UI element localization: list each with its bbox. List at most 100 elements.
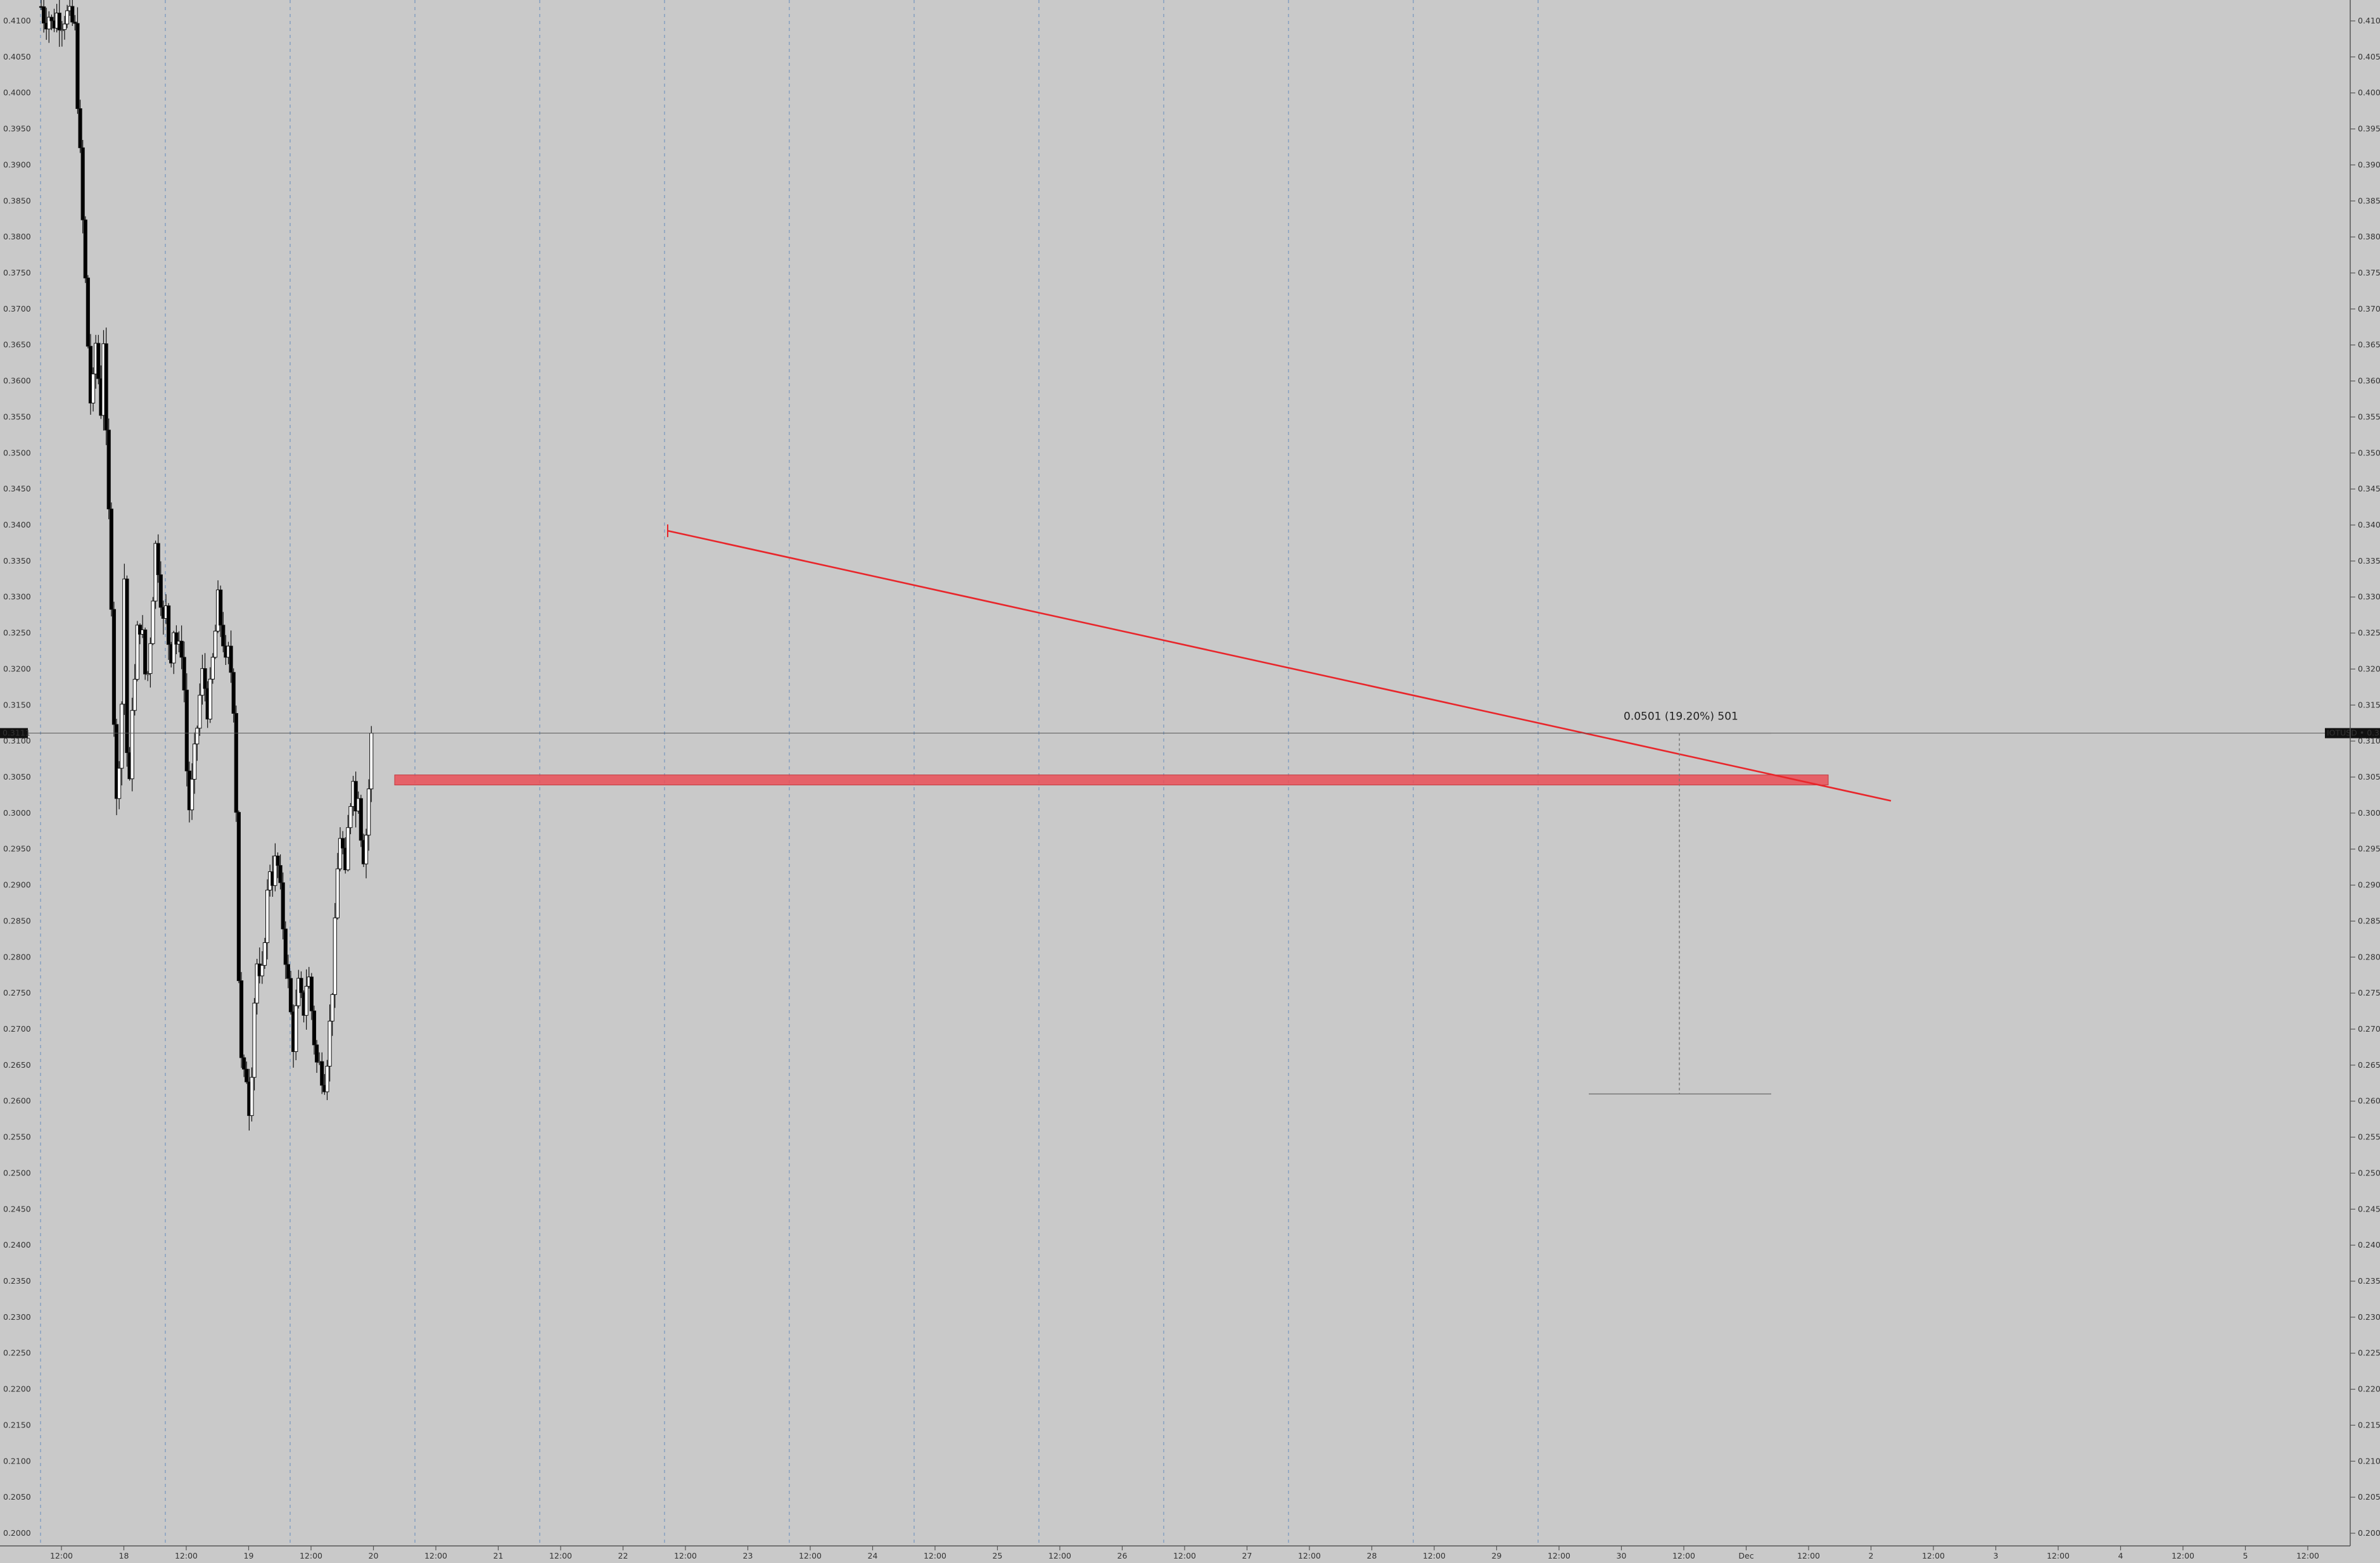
y-tick-label-left: 0.3850 — [3, 196, 31, 205]
y-tick-label: 0.3100 — [2358, 736, 2380, 745]
candle-down — [70, 6, 75, 23]
x-tick-label: 12:00 — [50, 1551, 73, 1560]
x-tick-label: 21 — [493, 1551, 504, 1560]
x-tick-label: 22 — [618, 1551, 628, 1560]
y-tick-label-left: 0.3800 — [3, 232, 31, 241]
y-tick-label: 0.2650 — [2358, 1060, 2380, 1070]
candle-up — [367, 788, 371, 836]
y-tick-label-left: 0.3700 — [3, 304, 31, 313]
y-tick-label-left: 0.2350 — [3, 1276, 31, 1286]
candle-down — [42, 6, 46, 24]
candle-series — [39, 0, 374, 1131]
y-tick-label-left: 0.3350 — [3, 556, 31, 566]
candle-down — [167, 605, 171, 645]
y-tick-label: 0.2850 — [2358, 916, 2380, 925]
candle-down — [320, 1061, 324, 1086]
y-tick-label: 0.4000 — [2358, 88, 2380, 98]
candle-up — [172, 632, 176, 664]
candle-down — [242, 1057, 246, 1070]
x-tick-label: 12:00 — [1548, 1551, 1570, 1560]
x-tick-label: 24 — [868, 1551, 878, 1560]
candle-down — [245, 1068, 249, 1082]
y-tick-label-left: 0.2000 — [3, 1528, 31, 1538]
candle-down — [314, 1044, 319, 1063]
y-tick-label: 0.3750 — [2358, 268, 2380, 277]
x-tick-label: 12:00 — [1672, 1551, 1695, 1560]
y-tick-label-left: 0.4100 — [3, 16, 31, 25]
candle-up — [130, 710, 134, 780]
y-tick-label-left: 0.3600 — [3, 376, 31, 386]
measure-label: 0.0501 (19.20%) 501 — [1624, 711, 1738, 723]
x-tick-label: 12:00 — [2047, 1551, 2070, 1560]
y-tick-label-left: 0.3650 — [3, 340, 31, 350]
candle-down — [203, 668, 207, 689]
candle-up — [338, 838, 343, 870]
candle-down — [143, 630, 148, 674]
y-tick-label: 0.2400 — [2358, 1240, 2380, 1250]
y-tick-label: 0.3650 — [2358, 340, 2380, 350]
x-tick-label: 19 — [244, 1551, 254, 1560]
candle-down — [359, 798, 363, 841]
y-tick-label: 0.4050 — [2358, 52, 2380, 61]
candle-up — [47, 16, 51, 30]
y-tick-label: 0.3450 — [2358, 484, 2380, 493]
y-tick-label: 0.3700 — [2358, 304, 2380, 313]
candle-up — [252, 1003, 257, 1078]
y-tick-label: 0.2550 — [2358, 1132, 2380, 1142]
candle-up — [65, 10, 70, 25]
candle-up — [198, 695, 202, 729]
y-tick-label: 0.2600 — [2358, 1096, 2380, 1106]
support-zone[interactable] — [394, 775, 1829, 786]
y-tick-label: 0.2950 — [2358, 844, 2380, 854]
candle-down — [219, 589, 223, 626]
candle-down — [179, 640, 184, 658]
candle-up — [189, 778, 194, 811]
y-tick-label-left: 0.2450 — [3, 1204, 31, 1213]
candle-up — [304, 985, 309, 1016]
y-tick-label-left: 0.2150 — [3, 1420, 31, 1429]
descending-trendline[interactable] — [667, 529, 1892, 802]
candle-up — [193, 744, 197, 780]
candle-up — [250, 1077, 254, 1117]
candle-down — [229, 645, 233, 673]
y-tick-label-left: 0.2650 — [3, 1060, 31, 1070]
y-tick-label: 0.3350 — [2358, 556, 2380, 566]
measure-tool[interactable]: 0.0501 (19.20%) 501 — [1589, 711, 1771, 1095]
y-tick-label-left: 0.3750 — [3, 268, 31, 277]
y-tick-label: 0.2100 — [2358, 1456, 2380, 1465]
candle-up — [60, 29, 64, 31]
candle-down — [83, 219, 87, 279]
x-tick-label: 12:00 — [2296, 1551, 2319, 1560]
candle-down — [125, 578, 129, 753]
y-tick-label: 0.2750 — [2358, 988, 2380, 997]
y-tick-label: 0.3800 — [2358, 232, 2380, 241]
y-tick-label: 0.3600 — [2358, 376, 2380, 386]
x-tick-label: 12:00 — [924, 1551, 946, 1560]
y-tick-label: 0.3000 — [2358, 808, 2380, 818]
candle-down — [312, 1010, 317, 1046]
x-tick-label: 26 — [1117, 1551, 1128, 1560]
price-tag-left — [0, 728, 28, 738]
y-tick-label: 0.3300 — [2358, 592, 2380, 602]
candle-down — [309, 977, 314, 1011]
candle-down — [283, 928, 288, 965]
y-tick-label: 0.2450 — [2358, 1204, 2380, 1213]
candle-up — [117, 768, 122, 799]
candle-down — [236, 812, 241, 982]
y-tick-label-left: 0.2900 — [3, 880, 31, 890]
y-tick-label: 0.2300 — [2358, 1312, 2380, 1322]
price-tag-right — [2325, 728, 2380, 738]
candle-up — [294, 1005, 298, 1053]
y-tick-label: 0.3400 — [2358, 520, 2380, 529]
y-tick-label-left: 0.2750 — [3, 988, 31, 997]
y-tick-label-left: 0.2200 — [3, 1384, 31, 1394]
x-axis[interactable]: 12:00 18 12:00 19 12:00 20 12:00 21 12:00 22 12:00… — [0, 1545, 2350, 1560]
x-tick-label: 20 — [369, 1551, 379, 1560]
x-tick-label: 28 — [1367, 1551, 1377, 1560]
candle-up — [333, 917, 337, 995]
x-tick-label: 12:00 — [799, 1551, 822, 1560]
y-axis[interactable]: 0.4100 0.4100 0.4050 0.4050 0.4000 0.4000 0.39… — [3, 0, 2380, 1546]
candle-down — [96, 343, 101, 379]
y-tick-label: 0.2050 — [2358, 1492, 2380, 1502]
